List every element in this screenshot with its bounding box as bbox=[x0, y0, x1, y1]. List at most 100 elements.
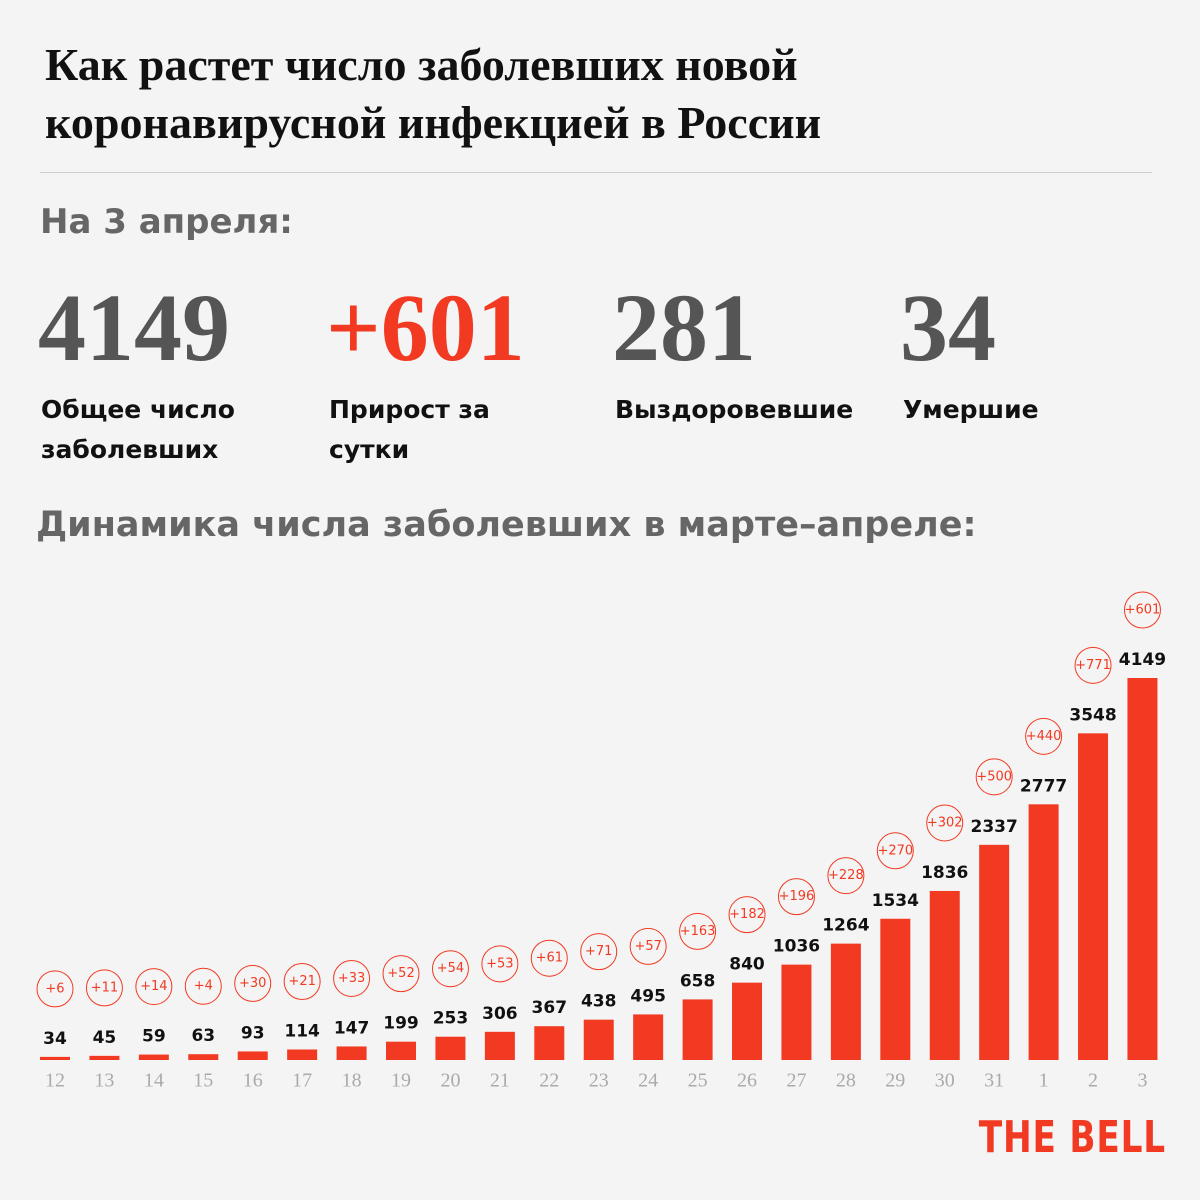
increment-circle bbox=[876, 832, 914, 870]
stat-caption: Прирост за сутки bbox=[329, 395, 490, 464]
value-label: 658 bbox=[680, 971, 716, 991]
increment-circle bbox=[481, 945, 519, 983]
title-line: Как растет число заболевших новой bbox=[45, 39, 798, 90]
value-label: 438 bbox=[581, 992, 617, 1012]
increment-label: +771 bbox=[1075, 658, 1111, 673]
increment-label: +30 bbox=[239, 976, 266, 991]
value-label: 495 bbox=[630, 986, 666, 1006]
increment-label: +302 bbox=[927, 815, 963, 830]
value-label: 63 bbox=[191, 1026, 215, 1046]
increment-label: +21 bbox=[288, 974, 315, 989]
increment-label: +6 bbox=[45, 981, 64, 996]
bar bbox=[435, 1036, 466, 1060]
increment-circle bbox=[36, 970, 74, 1008]
x-tick-label: 12 bbox=[45, 1070, 65, 1092]
x-tick-label: 3 bbox=[1137, 1070, 1147, 1092]
stat-value: 281 bbox=[612, 274, 756, 381]
increment-circle bbox=[530, 939, 568, 977]
increment-label: +52 bbox=[387, 966, 414, 981]
increment-label: +228 bbox=[828, 868, 864, 883]
increment-circle bbox=[135, 968, 173, 1006]
value-label: 3548 bbox=[1069, 705, 1116, 725]
bar bbox=[732, 982, 763, 1060]
value-label: 45 bbox=[93, 1028, 117, 1048]
increment-circle bbox=[85, 969, 123, 1007]
increment-label: +601 bbox=[1125, 603, 1161, 618]
increment-label: +54 bbox=[437, 961, 464, 976]
x-tick-label: 15 bbox=[193, 1070, 213, 1092]
value-label: 114 bbox=[284, 1022, 320, 1042]
x-tick-label: 1 bbox=[1039, 1070, 1049, 1092]
value-label: 253 bbox=[433, 1009, 469, 1029]
increment-label: +163 bbox=[680, 924, 716, 939]
title: Как растет число заболевших новой корона… bbox=[45, 36, 821, 152]
value-label: 147 bbox=[334, 1018, 370, 1038]
increment-circle bbox=[827, 857, 865, 895]
stat-caption: Общее число заболевших bbox=[41, 395, 235, 464]
stat-value: 34 bbox=[900, 274, 996, 381]
x-tick-label: 14 bbox=[144, 1070, 164, 1092]
x-tick-label: 18 bbox=[342, 1070, 362, 1092]
stat-caption: Выздоровевшие bbox=[615, 395, 854, 424]
bar bbox=[386, 1041, 417, 1060]
date-label: На 3 апреля: bbox=[40, 202, 293, 242]
x-tick-label: 26 bbox=[737, 1070, 757, 1092]
increment-label: +14 bbox=[140, 979, 167, 994]
bar bbox=[287, 1049, 318, 1060]
increment-label: +196 bbox=[779, 889, 815, 904]
increment-circle bbox=[431, 950, 469, 988]
x-tick-label: 17 bbox=[292, 1070, 312, 1092]
bar bbox=[188, 1054, 219, 1060]
bar bbox=[336, 1046, 367, 1060]
x-tick-label: 27 bbox=[786, 1070, 806, 1092]
increment-circle bbox=[580, 933, 618, 971]
value-label: 1836 bbox=[921, 863, 968, 883]
divider bbox=[40, 172, 1152, 173]
stat-value: 4149 bbox=[38, 274, 230, 381]
increment-label: +440 bbox=[1026, 729, 1062, 744]
value-label: 1036 bbox=[773, 937, 820, 957]
increment-circle bbox=[629, 927, 667, 965]
value-label: 367 bbox=[532, 998, 568, 1018]
increment-label: +11 bbox=[91, 980, 118, 995]
value-label: 2777 bbox=[1020, 776, 1067, 796]
increment-circle bbox=[1123, 591, 1161, 629]
increment-circle bbox=[926, 804, 964, 842]
increment-circle bbox=[184, 967, 222, 1005]
bar bbox=[583, 1019, 614, 1060]
bar bbox=[484, 1031, 515, 1060]
value-label: 93 bbox=[241, 1023, 265, 1043]
value-label: 306 bbox=[482, 1004, 518, 1024]
increment-circle bbox=[728, 896, 766, 934]
value-label: 34 bbox=[43, 1029, 67, 1049]
increment-label: +182 bbox=[729, 907, 765, 922]
bar bbox=[89, 1055, 120, 1060]
increment-circle bbox=[382, 955, 420, 993]
title-line: коронавирусной инфекцией в России bbox=[45, 97, 822, 148]
bar bbox=[929, 890, 960, 1060]
x-tick-label: 21 bbox=[490, 1070, 510, 1092]
increment-circle bbox=[283, 963, 321, 1001]
increment-circle bbox=[679, 912, 717, 950]
increment-circle bbox=[777, 878, 815, 916]
value-label: 59 bbox=[142, 1027, 166, 1047]
increment-label: +57 bbox=[634, 939, 661, 954]
stat-caption: Умершие bbox=[903, 395, 1039, 424]
increment-label: +53 bbox=[486, 956, 513, 971]
x-tick-label: 25 bbox=[688, 1070, 708, 1092]
bar bbox=[534, 1026, 565, 1060]
bar bbox=[880, 918, 911, 1060]
bar bbox=[40, 1056, 70, 1060]
value-label: 1534 bbox=[872, 891, 919, 911]
bar bbox=[1078, 733, 1109, 1060]
increment-label: +33 bbox=[338, 971, 365, 986]
increment-circle bbox=[1025, 717, 1063, 755]
increment-circle bbox=[975, 758, 1013, 796]
x-tick-label: 22 bbox=[539, 1070, 559, 1092]
bar bbox=[633, 1014, 664, 1060]
value-label: 4149 bbox=[1119, 650, 1166, 670]
value-label: 840 bbox=[729, 955, 765, 975]
bar bbox=[830, 943, 861, 1060]
bar bbox=[237, 1051, 268, 1060]
x-tick-label: 13 bbox=[94, 1070, 114, 1092]
